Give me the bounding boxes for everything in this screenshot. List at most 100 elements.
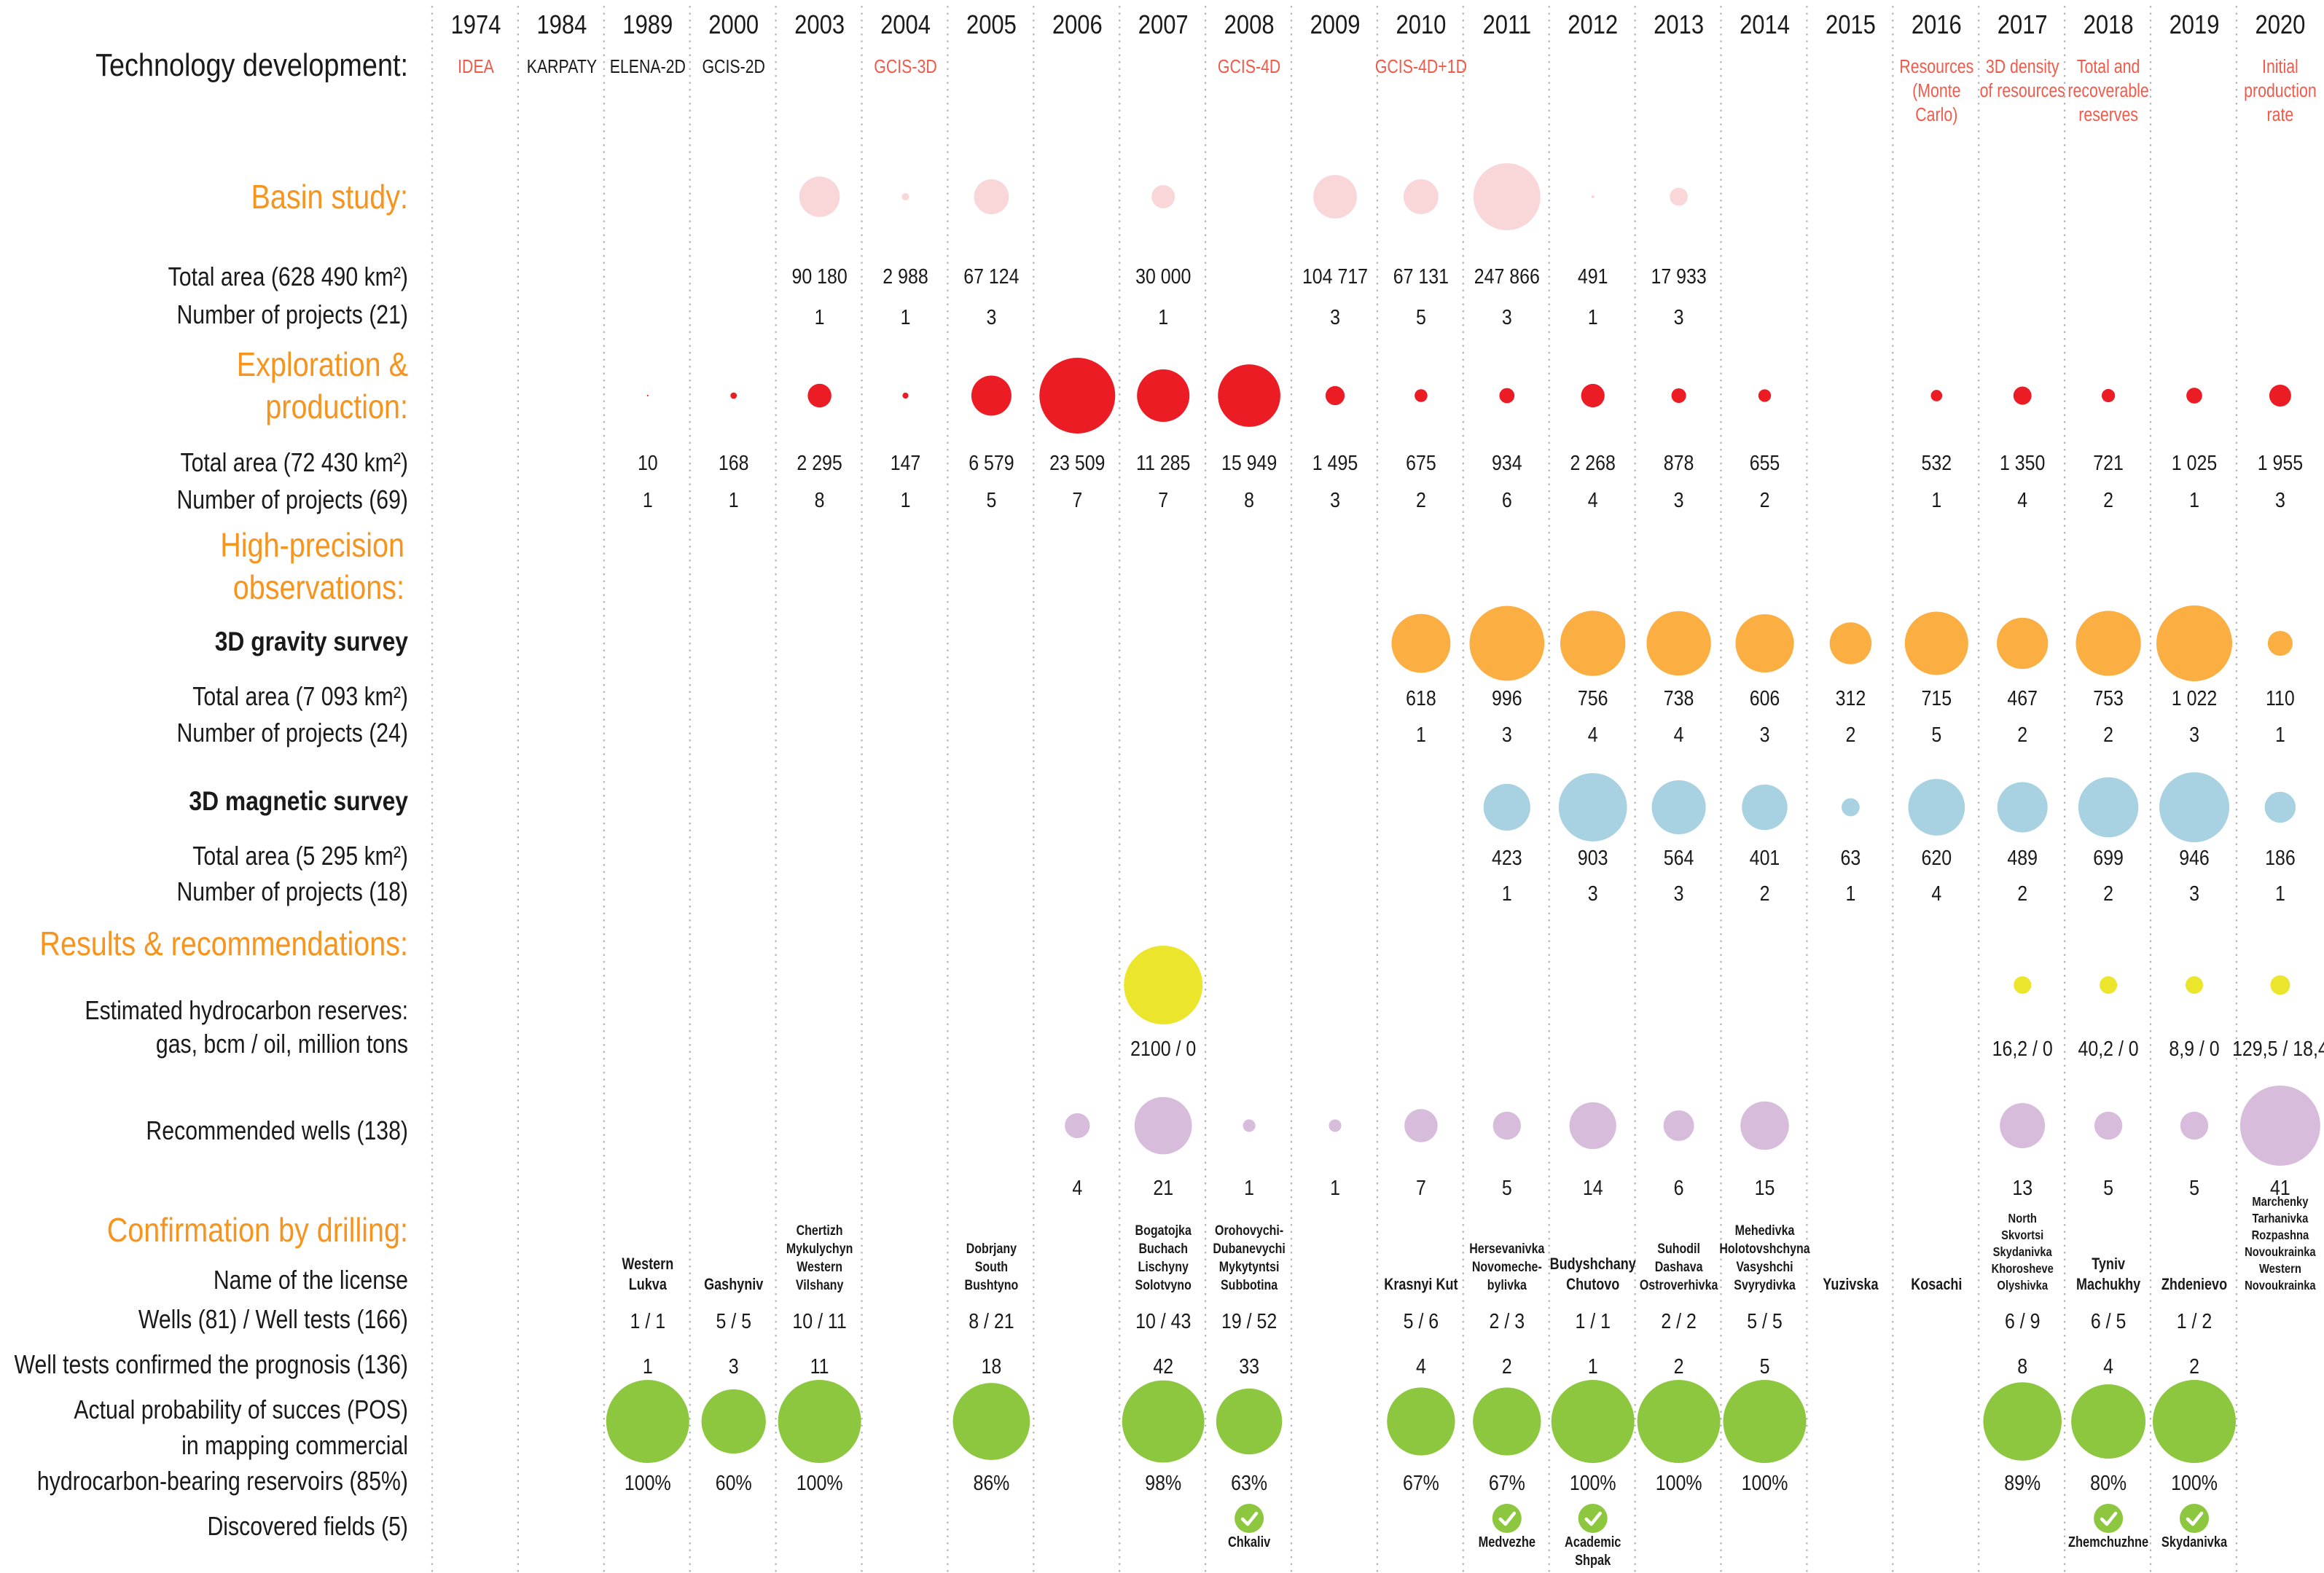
basin-bubble [1313,175,1357,219]
wells-tests-value: 2 / 2 [1661,1309,1697,1333]
basin-projects-value: 1 [1158,305,1168,329]
license-name: Chertizh [797,1223,843,1239]
basin-bubble [1473,163,1541,230]
wells-bubble [1243,1119,1256,1132]
wells-bubble [1740,1101,1789,1150]
field-check-icon [1492,1504,1522,1533]
technology-item: GCIS-3D [874,56,936,78]
magnetic-area-value: 423 [1492,846,1522,869]
wells-value: 5 [2103,1176,2113,1199]
field-check-icon [2180,1504,2209,1533]
basin-projects-value: 1 [1588,305,1598,329]
pos-bubble [952,1383,1030,1460]
exploration-bubble [1218,364,1280,427]
gravity-bubble [1646,611,1711,676]
license-name: Zhdenievo [2161,1276,2227,1293]
basin-area-value: 67 124 [963,264,1019,288]
basin-area-value: 247 866 [1474,264,1540,288]
exploration-projects-value: 1 [901,488,911,511]
wells-bubble [1065,1113,1090,1139]
wells-tests-value: 5 / 6 [1404,1309,1439,1333]
exploration-area-value: 15 949 [1221,451,1277,474]
reserves-bubble [2270,975,2290,995]
exploration-bubble [1581,383,1605,408]
basin-projects-value: 3 [986,305,996,329]
wells-tests-value: 1 / 1 [630,1309,666,1333]
gravity-projects-value: 2 [2017,723,2027,746]
section-title-exploration: Exploration & [237,346,408,383]
gravity-projects-value: 4 [1588,723,1598,746]
basin-area-value: 30 000 [1135,264,1191,288]
pos-value: 98% [1145,1471,1181,1494]
section-title-results: Results & recommendations: [39,925,408,962]
gravity-projects-value: 3 [1760,723,1770,746]
gravity-bubble [1829,622,1872,664]
year-label: 2018 [2084,11,2134,40]
gravity-bubble [1391,613,1451,673]
pos-bubble [1122,1380,1205,1463]
license-name: Buchach [1138,1241,1188,1257]
confirmed-value: 4 [1416,1354,1426,1378]
license-name: Yuzivska [1823,1276,1879,1293]
exploration-projects-value: 2 [2103,488,2113,511]
pos-label: in mapping commercial [181,1432,408,1461]
license-name: Dashava [1655,1259,1704,1275]
magnetic-projects-value: 1 [1502,882,1512,905]
confirmed-value: 18 [982,1354,1002,1378]
confirmed-value: 2 [2189,1354,2199,1378]
exploration-bubble [730,392,738,399]
pos-value: 100% [2171,1471,2218,1494]
technology-label: Technology development: [95,47,408,82]
exploration-bubble [1930,390,1943,401]
exploration-bubble [902,392,909,399]
exploration-bubble [1415,389,1428,402]
magnetic-bubble [1842,798,1860,817]
gravity-bubble [1560,611,1626,676]
basin-area-value: 104 717 [1302,264,1368,288]
exploration-bubble [2269,385,2291,407]
wells-value: 5 [1502,1176,1512,1199]
basin-bubble [1151,184,1175,209]
exploration-projects-label: Number of projects (69) [176,486,408,515]
section-title-highprecision: observations: [233,569,404,606]
field-check-icon [2094,1504,2124,1533]
license-name: Machukhy [2076,1276,2141,1293]
confirmed-value: 2 [1674,1354,1684,1378]
gravity-projects-value: 5 [1931,723,1941,746]
gravity-projects-value: 2 [1845,723,1855,746]
confirmed-value: 5 [1760,1354,1770,1378]
pos-bubble [1473,1387,1541,1456]
gravity-area-value: 467 [2007,686,2038,710]
license-name: North [2008,1212,2037,1226]
magnetic-projects-value: 1 [2275,882,2285,905]
license-name: South [975,1259,1008,1275]
gravity-bubble [2156,605,2232,681]
exploration-bubble [1325,385,1345,406]
exploration-area-value: 168 [719,451,749,474]
field-check-icon [2100,1511,2118,1526]
basin-projects-value: 3 [1330,305,1340,329]
pos-bubble [2153,1380,2236,1463]
exploration-projects-value: 2 [1416,488,1426,511]
license-name: Marchenky [2252,1195,2309,1209]
license-name: Mehedivka [1735,1223,1796,1239]
field-check-icon [1584,1511,1602,1526]
exploration-projects-value: 6 [1502,488,1512,511]
magnetic-bubble [2078,777,2139,838]
year-label: 2011 [1483,11,1532,40]
magnetic-bubble [1483,783,1530,831]
reserves-bubble [2100,976,2118,994]
pos-bubble [701,1389,766,1454]
license-name: Bogatojka [1135,1223,1192,1239]
technology-item: Total and [2077,56,2140,78]
exploration-projects-value: 1 [2189,488,2199,511]
pos-value: 100% [1656,1471,1702,1494]
basin-area-value: 90 180 [791,264,847,288]
license-name: Novoukrainka [2245,1245,2316,1260]
magnetic-area-value: 401 [1750,846,1780,869]
reserves-bubble [2186,976,2203,994]
section-title-drilling: Confirmation by drilling: [107,1212,408,1249]
wells-tests-value: 5 / 5 [1747,1309,1783,1333]
basin-bubble [1403,179,1439,214]
